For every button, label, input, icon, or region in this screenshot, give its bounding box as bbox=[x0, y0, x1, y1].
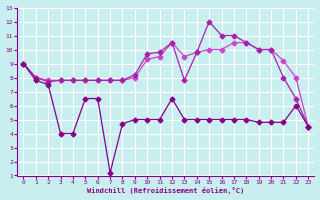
X-axis label: Windchill (Refroidissement éolien,°C): Windchill (Refroidissement éolien,°C) bbox=[87, 187, 244, 194]
